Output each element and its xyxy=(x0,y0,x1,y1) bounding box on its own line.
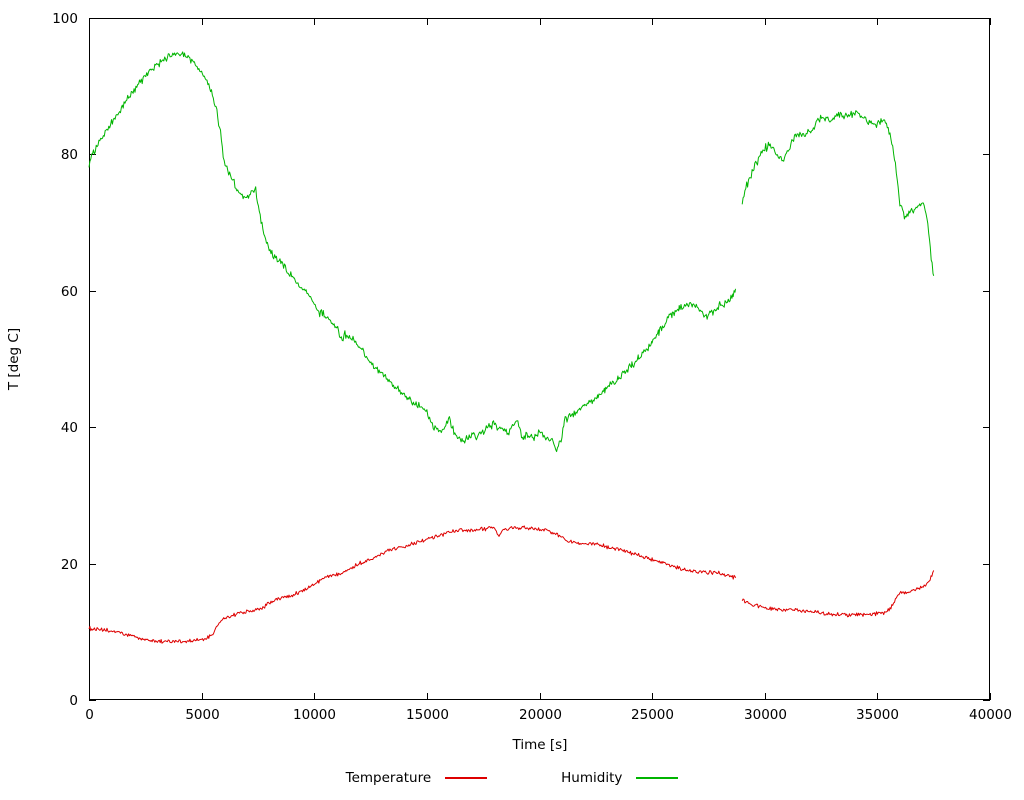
series-temperature xyxy=(88,525,935,644)
y-tick-labels: 0 20 40 60 80 100 xyxy=(52,11,78,709)
svg-text:100: 100 xyxy=(52,11,78,27)
axis-ticks xyxy=(89,18,991,701)
svg-text:60: 60 xyxy=(61,284,78,300)
legend-label-humidity: Humidity xyxy=(561,770,623,786)
x-tick-labels: 0 5000 10000 15000 20000 25000 30000 35000 40000 xyxy=(85,707,1012,723)
svg-text:5000: 5000 xyxy=(185,707,219,723)
svg-text:15000: 15000 xyxy=(406,707,449,723)
y-axis-label: T [deg C] xyxy=(6,327,22,391)
svg-text:10000: 10000 xyxy=(293,707,336,723)
x-axis-label: Time [s] xyxy=(512,737,568,753)
svg-text:25000: 25000 xyxy=(631,707,674,723)
svg-text:80: 80 xyxy=(61,147,78,163)
plot-border xyxy=(89,18,990,700)
svg-text:35000: 35000 xyxy=(856,707,899,723)
svg-text:40000: 40000 xyxy=(969,707,1012,723)
humidity-line-swatch-icon xyxy=(636,777,679,779)
svg-text:30000: 30000 xyxy=(744,707,787,723)
legend-item-temperature: Temperature xyxy=(346,770,488,786)
temperature-line-swatch-icon xyxy=(445,777,488,779)
legend-label-temperature: Temperature xyxy=(345,770,432,786)
svg-text:0: 0 xyxy=(85,707,94,723)
svg-text:20000: 20000 xyxy=(519,707,562,723)
svg-text:20: 20 xyxy=(61,557,78,573)
series-humidity xyxy=(88,51,935,453)
legend-item-humidity: Humidity xyxy=(561,770,679,786)
svg-text:0: 0 xyxy=(69,693,78,709)
legend: Temperature Humidity xyxy=(0,770,1024,786)
svg-text:40: 40 xyxy=(61,420,78,436)
